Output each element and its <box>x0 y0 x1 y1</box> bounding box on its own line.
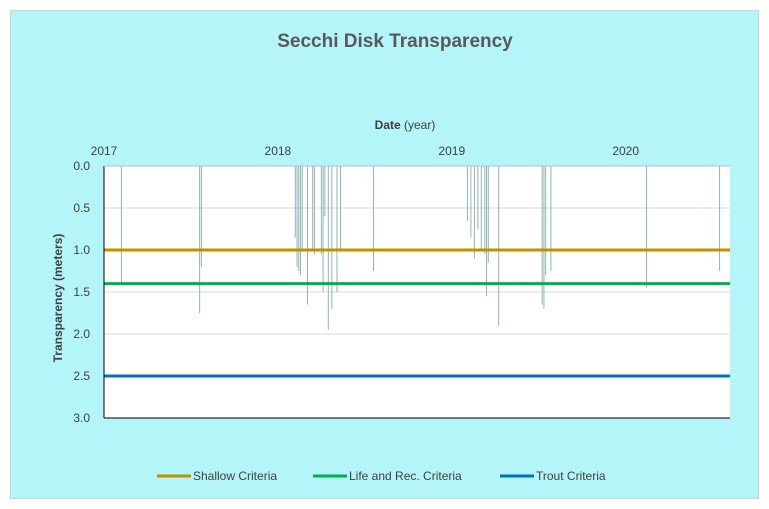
x-axis-title-rest: (year) <box>401 118 436 132</box>
chart-frame: Secchi Disk Transparency Date (year) Tra… <box>10 10 759 499</box>
x-axis-title: Date (year) <box>375 118 436 132</box>
x-tick-label: 2019 <box>438 144 465 158</box>
axis-layer: 0.0 0.5 1.0 1.5 2.0 2.5 3.0 2017 2018 2019 2020 <box>73 144 730 425</box>
x-tick-label: 2017 <box>91 144 118 158</box>
legend-layer: Shallow Criteria Life and Rec. Criteria Tr… <box>157 469 606 483</box>
y-axis-title: Transparency (meters) <box>51 234 65 363</box>
y-tick-label: 1.5 <box>73 285 90 299</box>
x-tick-label: 2018 <box>265 144 292 158</box>
y-tick-label: 0.0 <box>73 159 90 173</box>
y-tick-label: 3.0 <box>73 411 90 425</box>
legend-label: Life and Rec. Criteria <box>349 469 462 483</box>
chart-svg: Secchi Disk Transparency Date (year) Tra… <box>51 31 730 483</box>
y-tick-label: 2.5 <box>73 369 90 383</box>
y-tick-label: 2.0 <box>73 327 90 341</box>
legend-label: Shallow Criteria <box>193 469 277 483</box>
chart-title: Secchi Disk Transparency <box>277 31 513 52</box>
criteria-layer <box>104 248 730 378</box>
x-tick-label: 2020 <box>612 144 639 158</box>
y-tick-label: 1.0 <box>73 243 90 257</box>
legend-label: Trout Criteria <box>536 469 606 483</box>
x-axis-title-bold: Date <box>375 118 401 132</box>
y-tick-label: 0.5 <box>73 201 90 215</box>
